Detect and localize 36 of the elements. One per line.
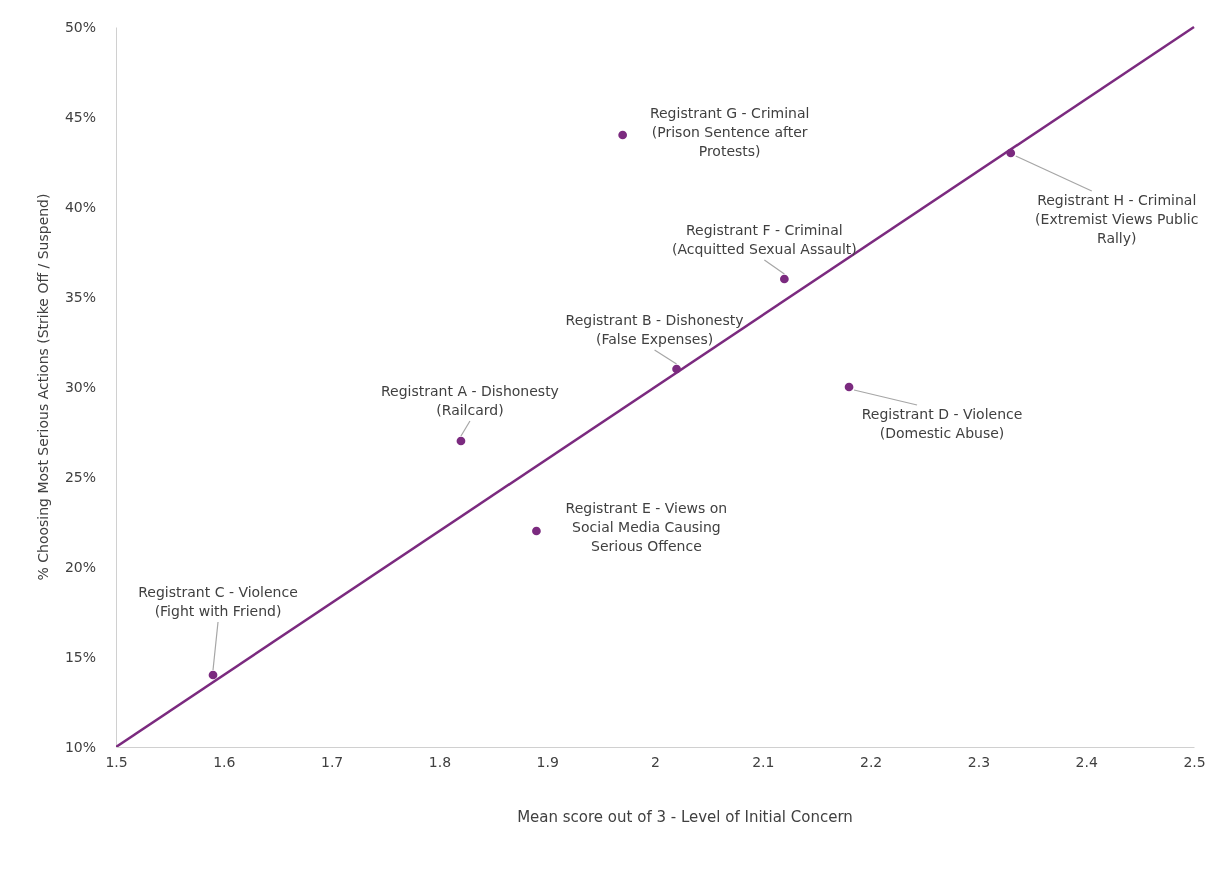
x-tick-label: 2.4 [1075, 753, 1098, 770]
y-tick-label: 45% [64, 108, 96, 125]
annotation: Registrant F - Criminal (Acquitted Sexual Assault) [671, 222, 857, 257]
y-tick-label: 30% [64, 378, 96, 395]
annotation: Registrant G - Criminal (Prison Sentence after Protests) [649, 105, 810, 159]
x-axis-title: Mean score out of 3 - Level of Initial Concern [517, 808, 853, 826]
y-tick-label: 20% [64, 558, 96, 575]
y-axis-title: % Choosing Most Serious Actions (Strike Off / Suspend) [35, 193, 51, 581]
x-tick-label: 2.3 [967, 753, 991, 770]
x-tick-label: 1.8 [428, 753, 452, 770]
x-tick-label: 2.2 [859, 753, 883, 770]
y-tick-label: 40% [64, 198, 96, 215]
y-tick-label: 50% [64, 18, 96, 35]
x-tick-label: 1.6 [213, 753, 236, 770]
annotation: Registrant E - Views on Social Media Causing Serious Offence [565, 500, 728, 554]
x-tick-label: 1.7 [320, 753, 344, 770]
x-tick-label: 1.9 [536, 753, 559, 770]
point [456, 436, 466, 446]
point [618, 130, 628, 140]
point [844, 382, 854, 392]
annotation: Registrant C - Violence (Fight with Friend) [138, 584, 298, 619]
annotation: Registrant A - Dishonesty (Railcard) [381, 383, 559, 418]
y-tick-label: 10% [64, 738, 96, 755]
x-tick-label: 1.5 [105, 753, 128, 770]
x-tick-label: 2.5 [1183, 753, 1206, 770]
annotation: Registrant D - Violence (Domestic Abuse) [861, 406, 1023, 441]
annotation: Registrant H - Criminal (Extremist Views Public Rally) [1035, 192, 1199, 246]
x-tick-label: 2 [651, 753, 660, 770]
x-tick-label: 2.1 [752, 753, 775, 770]
point [532, 526, 541, 536]
y-tick-label: 25% [64, 468, 96, 485]
point [208, 670, 218, 680]
annotation: Registrant B - Dishonesty (False Expenses) [565, 312, 744, 347]
y-tick-label: 35% [64, 288, 96, 305]
point [779, 274, 789, 284]
y-tick-label: 15% [64, 648, 96, 665]
